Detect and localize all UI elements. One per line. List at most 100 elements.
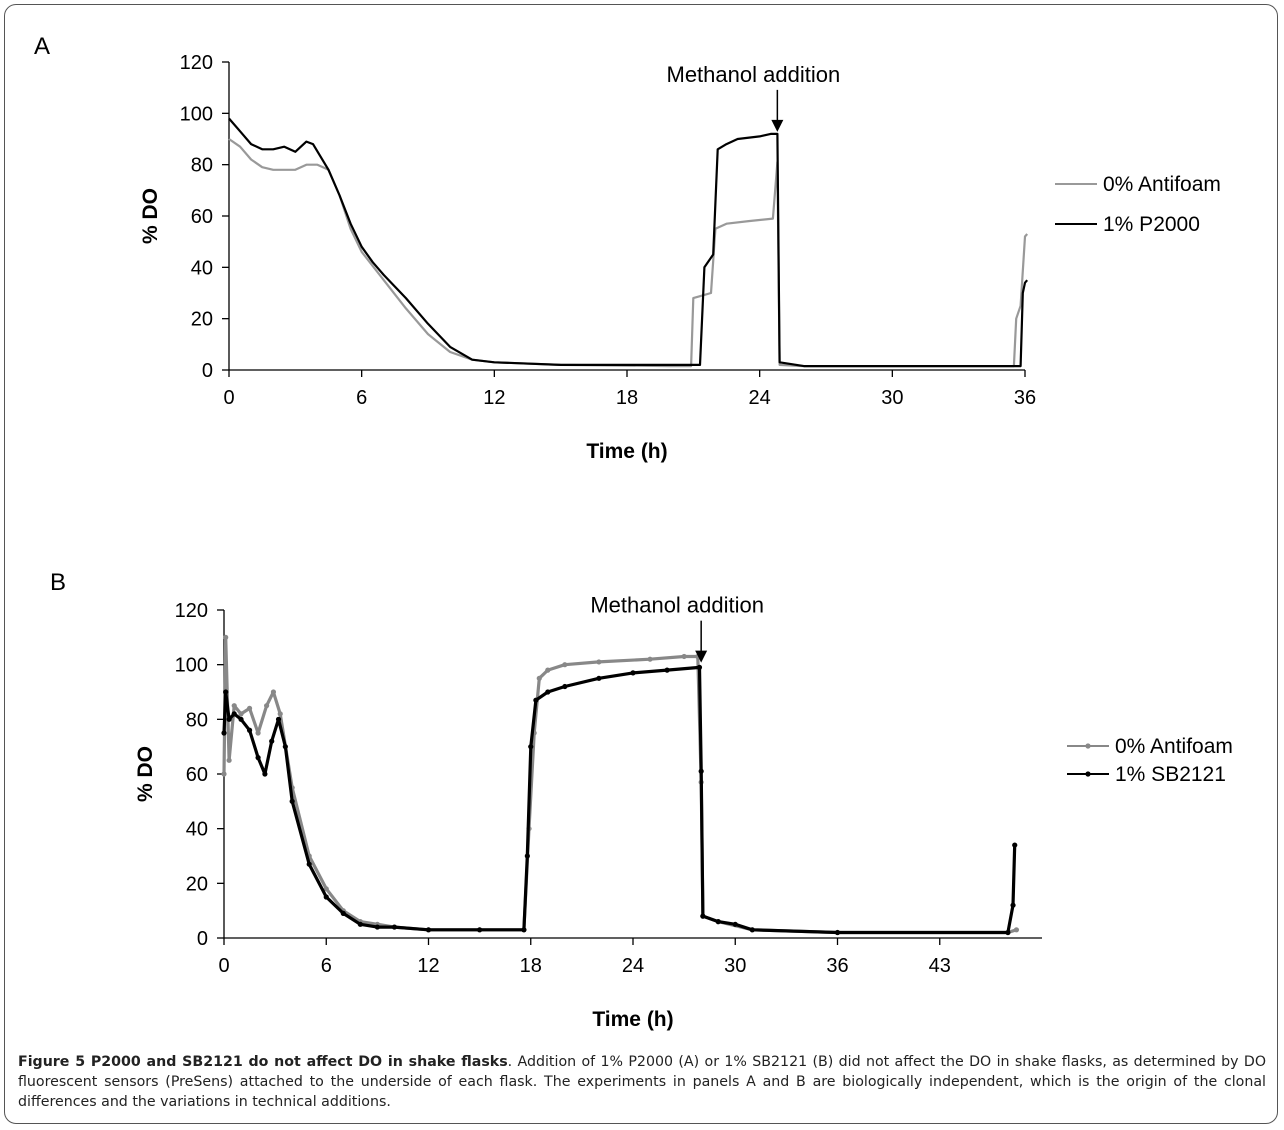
panel-b-series-2-point [696,664,703,671]
panel-b-series-1-point [270,689,277,695]
panel-b-series-2-point [700,913,706,919]
panel-a-legend-label-1: 0% Antifoam [1103,173,1221,196]
panel-b-series-2-point [289,798,295,804]
panel-b-series-1-point [255,730,261,736]
panel-a-x-tick-label: 0 [223,387,234,409]
panel-b-series-2-point [425,927,432,933]
panel-b-series-1-point [323,886,329,892]
panel-b-series-2-point [221,730,227,736]
panel-a-y-tick-label: 40 [191,257,213,279]
panel-b-legend-marker-2 [1085,771,1091,777]
panel-a-series-line-2 [228,117,1029,368]
panel-b-series-2-point [545,689,551,695]
panel-b-series-2-point [732,921,738,927]
panel-a-y-axis-title: % DO [139,188,162,244]
panel-b-series-2-point [524,853,530,859]
panel-a-annotation-arrow-head [771,119,784,132]
panel-b-annotation-arrow-head [695,650,708,663]
panel-a-series-line-1 [228,138,1029,368]
panel-b-series-2-point [323,894,329,900]
panel-b-x-tick-label: 0 [218,955,229,977]
panel-b-series-2-point [1005,929,1011,936]
panel-b-series-1-point [221,771,227,777]
caption-title: Figure 5 P2000 and SB2121 do not affect … [18,1054,508,1070]
panel-a-x-tick-label: 12 [483,387,505,409]
panel-b-series-1-point [226,757,232,763]
panel-b-series-2-point [749,927,755,933]
panel-b-series-1-point [562,662,568,668]
panel-b-x-tick-label: 43 [929,955,951,977]
panel-b-x-tick-label: 24 [622,955,644,977]
panel-a-x-tick-label: 18 [616,387,638,409]
panel-b-x-tick-label: 18 [520,955,542,977]
panel-b-series-1-point [536,675,542,681]
panel-b-series-1-point [681,653,687,660]
panel-b-annotation-label: Methanol addition [590,593,764,618]
panel-b-series-1-point [545,667,551,673]
panel-b-series-2-point [226,716,232,722]
panel-a-y-tick-label: 100 [180,103,213,125]
panel-b-y-tick-label: 20 [186,873,208,895]
panel-b-series-1-point [647,656,653,662]
panel-b-y-tick-label: 80 [186,709,208,731]
panel-a-x-tick-label: 6 [356,387,367,409]
panel-b-series-line-2 [222,665,1017,935]
panel-a-x-tick-label: 24 [749,387,771,409]
panel-b-series-1-point [1013,927,1020,933]
panel-b-series-1-point [264,703,270,709]
panel-b-y-tick-label: 60 [186,764,208,786]
panel-a-y-tick-label: 120 [180,52,213,74]
panel-b-series-2-point [596,675,602,681]
panel-b-series-1-point [596,659,602,665]
panel-b-series-2-point [391,924,398,930]
panel-b-series-2-point [275,716,282,722]
panel-b-series-2-point [834,929,841,936]
panel-b-x-axis-title: Time (h) [592,1008,673,1031]
panel-b-y-tick-label: 120 [175,600,208,622]
panel-b-series-2-point [521,927,527,933]
panel-a-x-tick-label: 30 [881,387,903,409]
panel-b-x-tick-label: 30 [724,955,746,977]
panel-b-y-tick-label: 100 [175,655,208,677]
panel-b-series-1-point [238,711,244,717]
panel-b-series-2-point [528,744,534,750]
panel-a-x-axis-title: Time (h) [586,440,667,463]
panel-b-x-tick-label: 36 [826,955,848,977]
panel-b-series-2-point [238,716,244,722]
panel-b-series-2-point [477,927,483,933]
panel-a-x-tick-label: 36 [1014,387,1036,409]
panel-b-y-axis-title: % DO [134,746,157,802]
panel-b-series-1-point [231,703,237,709]
panel-b-series-2-point [269,738,275,744]
panel-b-series-2-point [282,744,288,750]
panel-b-series-2-point [246,727,253,733]
panel-b-series-2-point [664,667,670,673]
panel-b-legend-label-1: 0% Antifoam [1115,735,1233,758]
caption-text: . Addition of 1% P2000 (A) or 1% SB2121 … [18,1054,1266,1110]
panel-b-series-line-1 [222,635,1017,935]
panel-b-series-2-point [357,921,363,927]
panel-b-series-2-point [223,689,229,695]
panel-a-legend-label-2: 1% P2000 [1103,213,1200,236]
panel-b-series-2-point [533,697,539,703]
panel-b-series-1-point [246,705,253,712]
panel-b-x-tick-label: 6 [321,955,332,977]
panel-a-y-tick-label: 0 [202,360,213,382]
panel-b-series-2-point [630,670,636,676]
panel-a-chart: A 0 20 40 60 80 100 120 0 6 12 18 24 30 36 Time (h) % DO… [34,33,1221,463]
figure-caption: Figure 5 P2000 and SB2121 do not affect … [18,1052,1266,1112]
panel-b-series-2-point [231,711,237,717]
panel-b-label: B [50,569,66,596]
panel-a-y-tick-label: 20 [191,309,213,331]
panel-b-series-2-point [1012,842,1018,848]
panel-b-series-2-point [562,683,568,690]
figure-frame [4,4,1278,1124]
panel-b-y-tick-label: 40 [186,819,208,841]
panel-b-series-2-point [1010,902,1016,908]
panel-b-chart: B 0 20 40 60 80 100 120 0 6 12 18 24 30 36 43 Time (h) % … [50,569,1233,1031]
panel-b-series-2-point [262,771,268,777]
panel-b-series-2-point [698,768,704,774]
panel-b-series-2-point [306,861,312,867]
panel-b-x-tick-label: 12 [417,955,439,977]
